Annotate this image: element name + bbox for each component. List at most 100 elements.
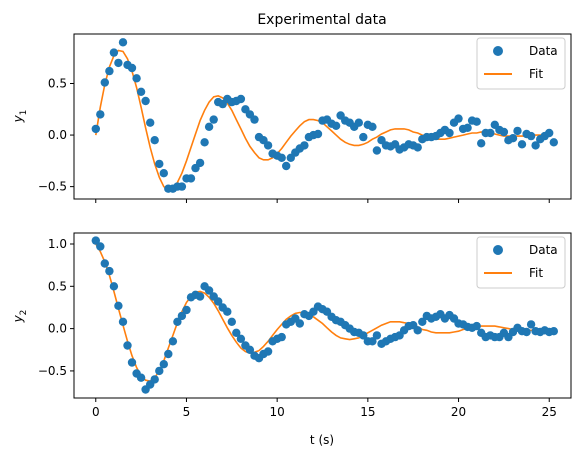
data-point xyxy=(127,63,137,73)
data-point xyxy=(486,128,495,138)
data-point xyxy=(105,266,114,276)
data-point xyxy=(368,337,377,346)
y-tick-label: −0.5 xyxy=(38,180,67,194)
data-point xyxy=(136,373,146,382)
x-tick-label: 25 xyxy=(542,405,557,419)
legend-fit-label: Fit xyxy=(529,266,543,280)
data-point xyxy=(127,358,137,367)
data-point xyxy=(263,347,273,356)
x-tick-label: 5 xyxy=(183,405,191,419)
data-point xyxy=(214,297,223,306)
data-point xyxy=(526,320,536,329)
data-point xyxy=(549,138,558,147)
data-point xyxy=(508,134,518,143)
y-axis-label: y2 xyxy=(11,310,29,324)
data-point xyxy=(413,326,422,335)
x-ticks: 0 5 10 15 20 25 xyxy=(92,398,557,419)
data-point xyxy=(245,345,255,354)
y-ticks: −0.5 0.0 0.5 xyxy=(38,77,74,194)
legend-data-marker xyxy=(493,46,503,56)
x-axis-label: t (s) xyxy=(310,433,334,447)
data-point xyxy=(454,114,463,123)
x-tick-label: 20 xyxy=(451,405,466,419)
data-point xyxy=(263,141,273,150)
data-point xyxy=(123,341,132,350)
plot-area-frame xyxy=(73,232,572,399)
data-point xyxy=(182,305,191,315)
data-point xyxy=(100,259,110,268)
data-point xyxy=(118,38,128,47)
data-point xyxy=(445,128,454,138)
data-point xyxy=(413,143,422,152)
data-point xyxy=(282,161,291,171)
data-point xyxy=(150,136,159,145)
x-tick-label: 15 xyxy=(360,405,375,419)
bottom-panel: −0.5 0.0 0.5 1.0 0 5 10 15 20 25 y2 t (s) Data F… xyxy=(11,232,572,447)
data-point xyxy=(91,236,101,245)
data-point xyxy=(177,311,187,321)
y-tick-label: 0.0 xyxy=(48,322,67,336)
data-point xyxy=(250,115,259,124)
top-panel: −0.5 0.0 0.5 y1 Data Fit xyxy=(11,33,572,203)
data-point xyxy=(159,360,168,369)
data-point xyxy=(418,317,427,326)
x-ticks xyxy=(95,199,550,203)
data-point xyxy=(526,131,536,141)
y-tick-label: 1.0 xyxy=(48,237,67,251)
data-point xyxy=(204,286,214,295)
data-point xyxy=(531,141,540,150)
data-point xyxy=(96,110,105,119)
data-point xyxy=(109,48,119,57)
data-point xyxy=(168,337,178,346)
data-point xyxy=(359,132,368,142)
y-tick-label: 0.5 xyxy=(48,279,67,293)
data-point xyxy=(313,129,323,139)
data-point xyxy=(232,328,241,337)
data-point xyxy=(477,139,486,148)
legend-data-marker xyxy=(493,245,503,255)
legend-fit-label: Fit xyxy=(529,67,543,81)
data-point xyxy=(146,118,155,127)
data-point xyxy=(472,117,481,126)
data-point xyxy=(300,141,309,150)
data-point xyxy=(195,292,205,301)
data-point xyxy=(173,317,182,326)
data-point xyxy=(463,123,472,132)
data-point xyxy=(517,140,527,149)
y-tick-label: 0.0 xyxy=(48,128,67,142)
data-point xyxy=(118,317,128,326)
data-point xyxy=(368,122,377,131)
data-point xyxy=(155,366,164,376)
data-point xyxy=(513,126,522,136)
chart-title: Experimental data xyxy=(257,12,386,28)
data-point xyxy=(186,174,196,183)
data-point xyxy=(372,331,382,340)
data-point xyxy=(354,118,363,127)
data-point xyxy=(236,94,246,104)
data-point xyxy=(209,115,218,124)
x-tick-label: 10 xyxy=(270,405,285,419)
plot-area-frame xyxy=(73,33,572,200)
data-point xyxy=(132,74,141,83)
data-marker-series xyxy=(91,236,558,394)
x-tick-label: 0 xyxy=(92,405,100,419)
data-point xyxy=(195,158,205,168)
data-point xyxy=(499,127,509,137)
data-point xyxy=(136,87,146,97)
data-point xyxy=(164,349,173,359)
data-point xyxy=(91,124,101,134)
data-point xyxy=(100,78,110,87)
y-ticks: −0.5 0.0 0.5 1.0 xyxy=(38,237,74,378)
legend: Data Fit xyxy=(476,37,566,90)
data-point xyxy=(150,375,159,384)
data-point xyxy=(105,66,114,76)
legend: Data Fit xyxy=(476,236,566,289)
legend-data-label: Data xyxy=(529,44,558,58)
data-point xyxy=(109,282,119,291)
data-point xyxy=(159,169,168,178)
data-point xyxy=(236,334,246,343)
data-point xyxy=(522,327,531,337)
data-point xyxy=(372,146,382,155)
y-tick-label: −0.5 xyxy=(38,364,67,378)
